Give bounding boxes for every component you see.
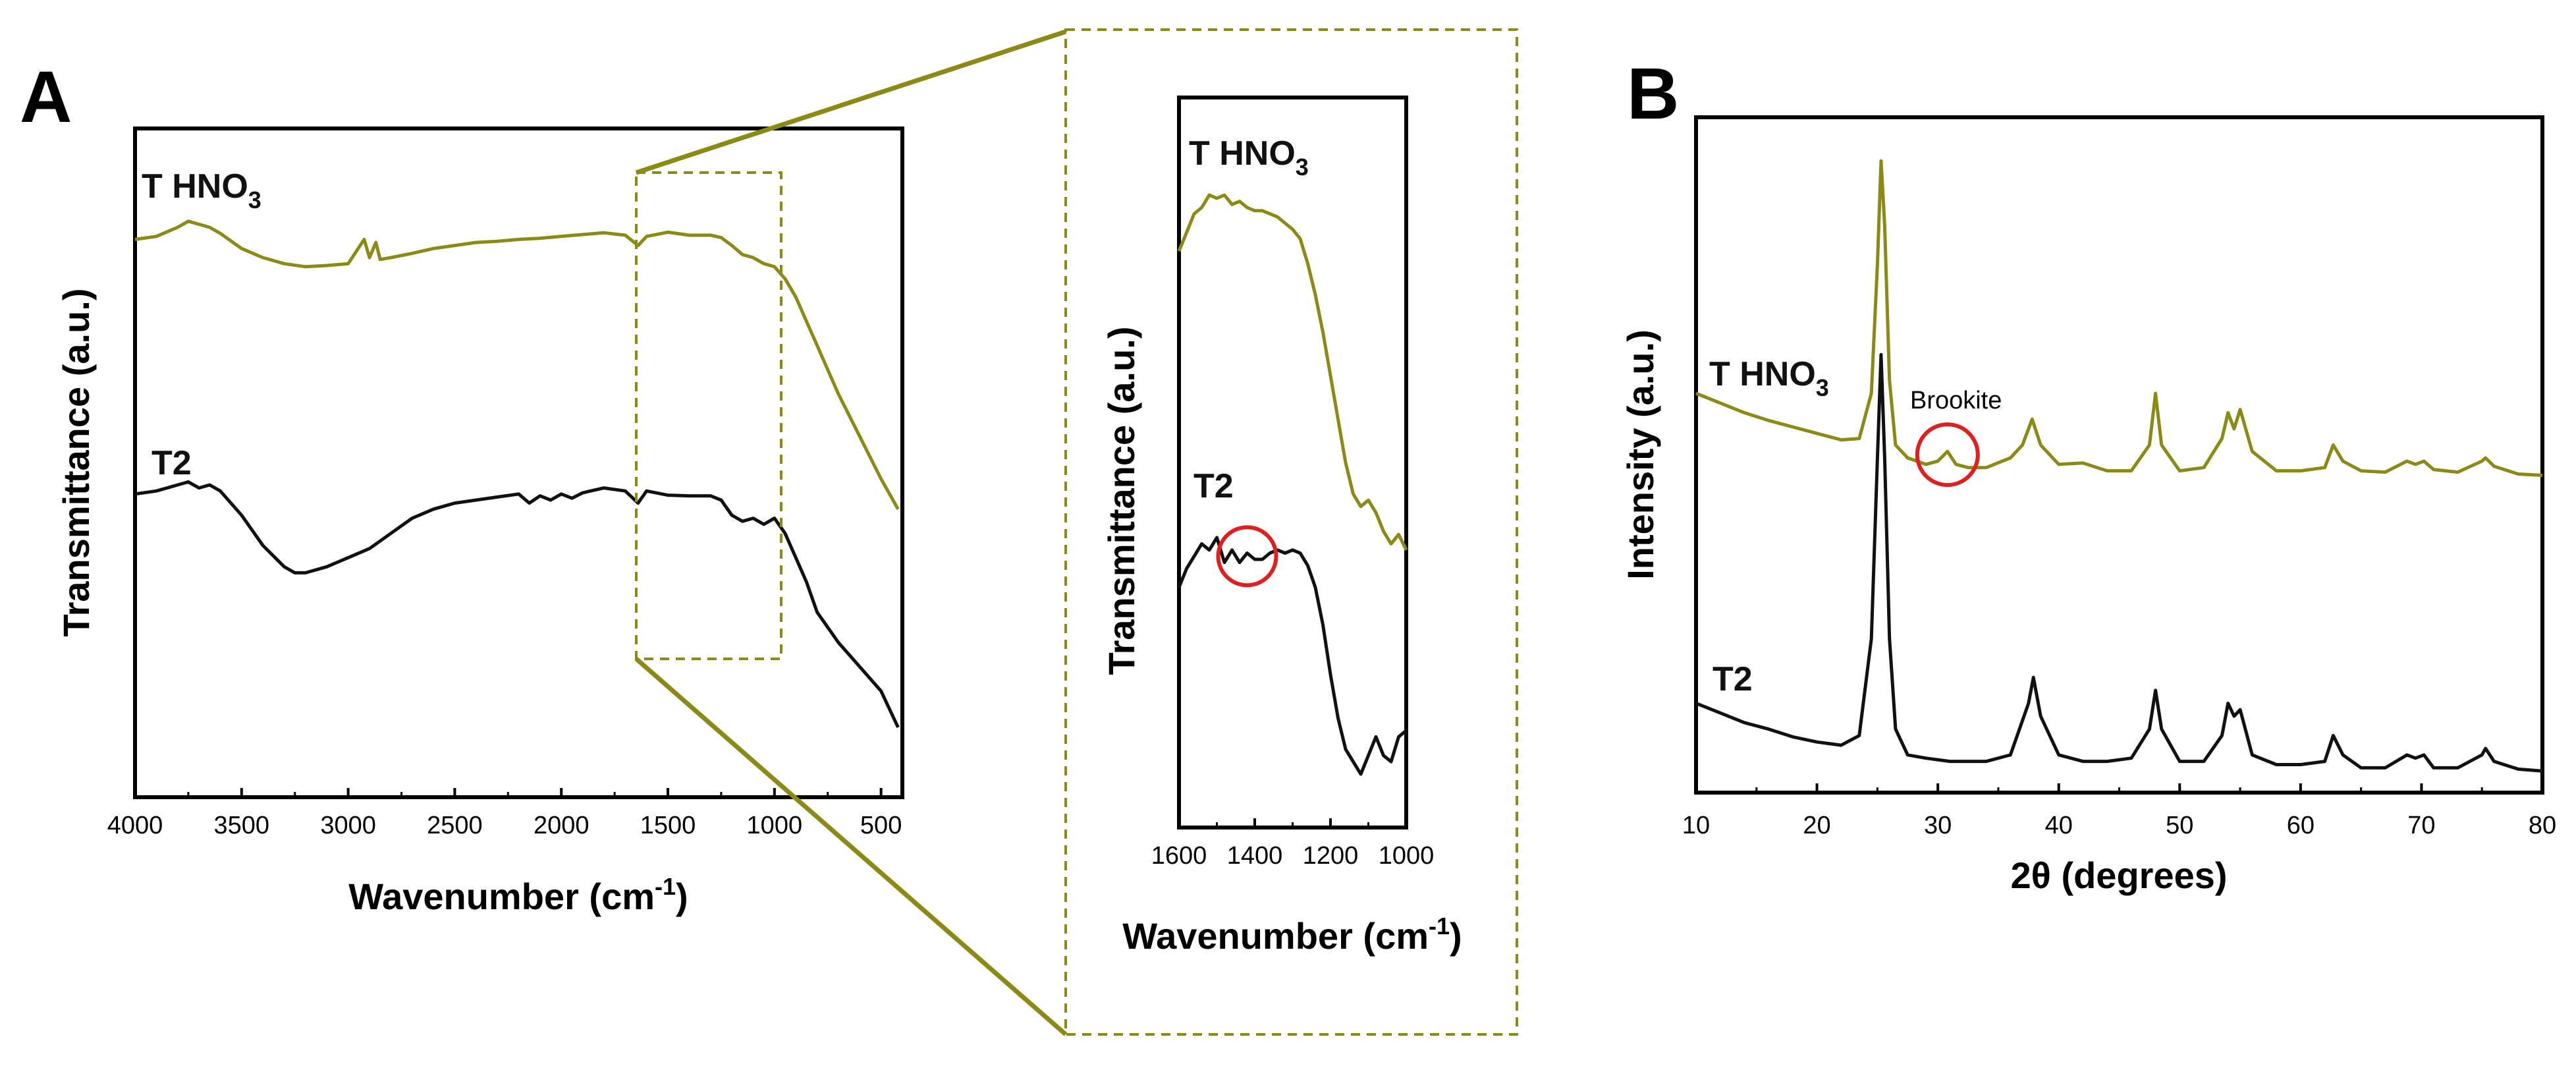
panel-a-x-tick-label: 4000 [107,812,163,839]
zoom-connector-top [635,29,1067,175]
panel-b-label-t-hno3-main: T HNO [1709,355,1816,393]
panel-b-label-t-hno3: T HNO3 [1709,355,1829,401]
brookite-highlight-circle [1915,422,1980,488]
panel-b-x-tick-label: 70 [2407,812,2435,839]
inset-chart: 1600 1400 1200 1000 Transmittance (a.u.) Wa… [1064,28,1518,1036]
panel-a-x-tick-label: 1000 [747,812,803,839]
inset-x-title-sup: -1 [1429,913,1450,940]
panel-b-series-line-t2 [1695,352,2543,773]
inset-series-line-t2 [1177,536,1408,776]
panel-a-label-t-hno3: T HNO3 [142,167,261,213]
panel-b-chart: 10 20 30 40 50 60 70 80 Intensity (a.u.) 2θ (de… [1620,115,2556,896]
inset-label-t-hno3-main: T HNO [1189,134,1296,173]
inset-series [1177,193,1408,776]
zoom-connector-bottom [634,657,1068,1036]
panel-a-x-title-suffix: ) [676,876,688,917]
panel-b-label-t-hno3-sub: 3 [1816,374,1829,401]
panel-a-x-tick-label: 2000 [534,812,589,839]
panel-a-zoom-box [635,171,782,660]
inset-x-tick-label: 1200 [1303,842,1359,870]
panel-a-x-tick-label: 500 [860,812,902,839]
panel-a-letter: A [20,57,72,138]
inset-x-tick-label: 1400 [1227,842,1283,870]
panel-b-x-tick-label: 80 [2529,812,2556,839]
inset-dashed-frame [1064,28,1518,1036]
inset-x-ticks: 1600 1400 1200 1000 [1151,818,1435,870]
inset-x-tick-label: 1600 [1151,842,1207,870]
inset-label-t-hno3-sub: 3 [1296,154,1309,181]
panel-b-letter: B [1627,53,1679,134]
panel-b-x-axis-title: 2θ (degrees) [2010,855,2227,896]
inset-x-title-main: Wavenumber (cm [1122,915,1429,957]
panel-b-series-line-t-hno3 [1695,159,2543,477]
inset-series-line-t-hno3 [1177,193,1408,551]
panel-a-label-t2: T2 [151,444,192,482]
inset-x-title-suffix: ) [1450,915,1462,957]
panel-b-series [1695,159,2543,773]
panel-a-chart: 4000 3500 3000 2500 2000 1500 1000 500 Transmit… [55,126,904,917]
inset-label-t2: T2 [1193,467,1234,505]
panel-a-x-tick-label: 3000 [320,812,376,839]
inset-x-axis-title: Wavenumber (cm-1) [1122,913,1462,957]
panel-b-label-t2: T2 [1713,660,1753,698]
panel-b-x-tick-label: 20 [1803,812,1830,839]
inset-highlight-circle [1216,525,1278,588]
panel-a-series-line-t-hno3 [134,219,900,511]
panel-b-x-tick-label: 30 [1924,812,1952,839]
panel-b-x-tick-label: 60 [2287,812,2315,839]
inset-x-tick-label: 1000 [1379,842,1435,870]
panel-a-x-axis-title: Wavenumber (cm-1) [348,873,688,917]
inset-y-axis-title: Transmittance (a.u.) [1101,326,1142,675]
panel-a-x-title-sup: -1 [655,873,676,900]
brookite-annotation: Brookite [1910,387,2002,414]
panel-b-x-tick-label: 50 [2166,812,2193,839]
panel-a-frame [133,126,904,799]
panel-b-y-axis-title: Intensity (a.u.) [1620,329,1661,580]
panel-a-x-tick-label: 3500 [214,812,270,839]
panel-a-label-t-hno3-sub: 3 [248,186,261,213]
panel-b-x-ticks: 10 20 30 40 50 60 70 80 [1682,783,2556,839]
panel-a-label-t-hno3-main: T HNO [142,167,248,206]
panel-a-series [134,219,900,729]
inset-label-t-hno3: T HNO3 [1189,134,1309,181]
panel-a-x-tick-label: 2500 [427,812,483,839]
panel-a-series-line-t2 [134,480,900,729]
panel-a-x-title-main: Wavenumber (cm [348,876,655,917]
panel-a-x-ticks: 4000 3500 3000 2500 2000 1500 1000 500 [107,788,902,839]
inset-frame [1177,96,1408,829]
panel-b-frame [1694,115,2544,795]
panel-a-x-tick-label: 1500 [640,812,696,839]
panel-a-y-axis-title: Transmittance (a.u.) [55,288,97,636]
panel-b-x-tick-label: 40 [2045,812,2073,839]
panel-b-x-tick-label: 10 [1682,812,1710,839]
